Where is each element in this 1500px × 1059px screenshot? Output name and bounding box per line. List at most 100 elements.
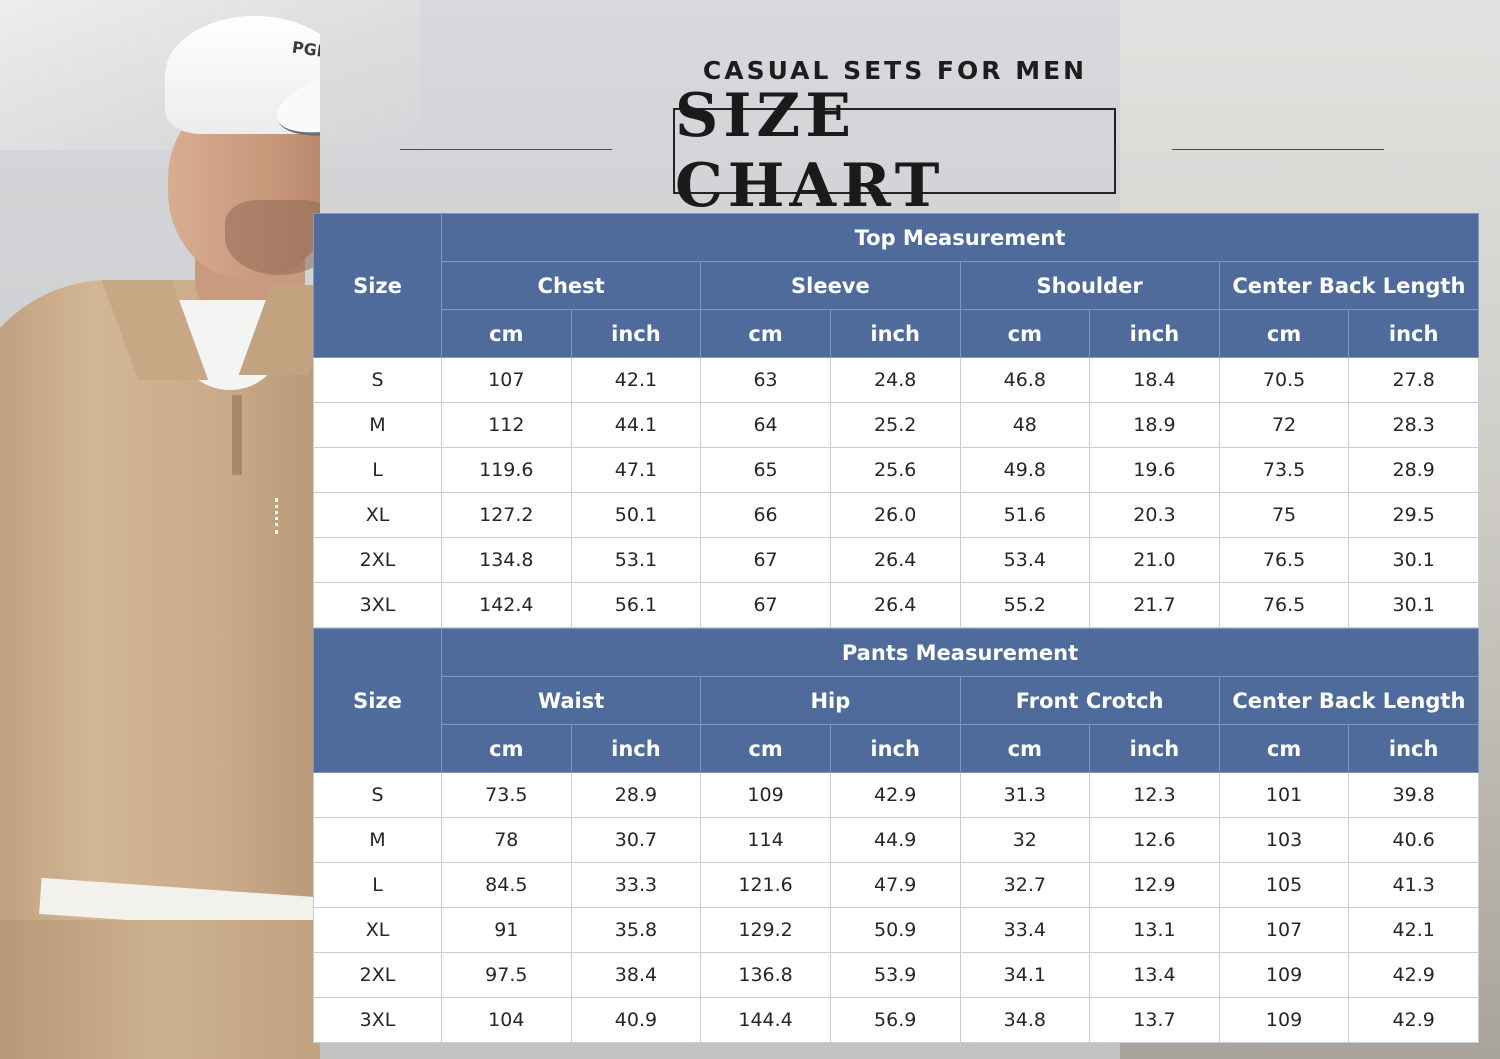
model-zipper [232, 395, 242, 475]
table-row: S 107 42.1 63 24.8 46.8 18.4 70.5 27.8 [313, 357, 1479, 403]
measurement-cell: 75 [1218, 492, 1350, 538]
group-header: Top Measurement [441, 213, 1479, 262]
model-photo: PGR [0, 0, 320, 1059]
measurement-cell: 109 [1218, 997, 1350, 1043]
measurement-cell: 73.5 [1218, 447, 1350, 493]
measurement-cell: 134.8 [441, 537, 572, 583]
measurement-cell: 30.7 [570, 817, 702, 863]
measurement-cell: 29.5 [1348, 492, 1479, 538]
measurement-cell: 28.9 [570, 772, 702, 818]
measurement-cell: 142.4 [441, 582, 572, 628]
measurement-cell: 40.6 [1348, 817, 1479, 863]
measurement-cell: 24.8 [829, 357, 961, 403]
measurement-cell: 127.2 [441, 492, 572, 538]
measurement-cell: 50.1 [570, 492, 702, 538]
measurement-cell: 30.1 [1348, 537, 1479, 583]
measurement-cell: 34.8 [959, 997, 1091, 1043]
unit-row: cm inch cm inch cm inch cm inch [314, 724, 1479, 773]
measurement-cell: 33.3 [570, 862, 702, 908]
measurement-cell: 47.9 [829, 862, 961, 908]
measurement-cell: 107 [1218, 907, 1350, 953]
table-row: XL 91 35.8 129.2 50.9 33.4 13.1 107 42.1 [313, 907, 1479, 953]
column-header: Sleeve [700, 261, 961, 310]
measurement-cell: 84.5 [441, 862, 572, 908]
unit-header: inch [570, 309, 702, 358]
measurement-cell: 21.0 [1089, 537, 1220, 583]
measurement-cell: 129.2 [700, 907, 831, 953]
measurement-cell: 65 [700, 447, 831, 493]
unit-header: cm [441, 724, 572, 773]
size-cell: 3XL [313, 582, 442, 628]
measurement-cell: 144.4 [700, 997, 831, 1043]
unit-header: inch [570, 724, 702, 773]
measurement-cell: 97.5 [441, 952, 572, 998]
measurement-cell: 55.2 [959, 582, 1091, 628]
divider-left [400, 149, 612, 150]
table-row: 3XL 142.4 56.1 67 26.4 55.2 21.7 76.5 30.1 [313, 582, 1479, 628]
measurement-cell: 41.3 [1348, 862, 1479, 908]
unit-header: inch [829, 724, 961, 773]
measurement-cell: 56.9 [829, 997, 961, 1043]
measurement-cell: 72 [1218, 402, 1350, 448]
measurement-cell: 39.8 [1348, 772, 1479, 818]
table-row: M 112 44.1 64 25.2 48 18.9 72 28.3 [313, 402, 1479, 448]
unit-header: cm [959, 724, 1091, 773]
unit-row: cm inch cm inch cm inch cm inch [314, 309, 1479, 358]
measurement-cell: 112 [441, 402, 572, 448]
table-row: 2XL 97.5 38.4 136.8 53.9 34.1 13.4 109 42.9 [313, 952, 1479, 998]
column-header: Front Crotch [959, 676, 1220, 725]
table-row: XL 127.2 50.1 66 26.0 51.6 20.3 75 29.5 [313, 492, 1479, 538]
size-cell: L [313, 862, 442, 908]
measurement-cell: 13.4 [1089, 952, 1220, 998]
column-header: Center Back Length [1218, 261, 1480, 310]
measurement-cell: 109 [1218, 952, 1350, 998]
measurement-cell: 103 [1218, 817, 1350, 863]
divider-right [1172, 149, 1384, 150]
measurement-cell: 70.5 [1218, 357, 1350, 403]
unit-header: cm [700, 724, 831, 773]
size-cell: XL [313, 907, 442, 953]
measurement-cell: 53.4 [959, 537, 1091, 583]
table-body: S 73.5 28.9 109 42.9 31.3 12.3 101 39.8 M 78 30.7 11… [313, 772, 1479, 1043]
model-beard [225, 200, 320, 275]
table-row: M 78 30.7 114 44.9 32 12.6 103 40.6 [313, 817, 1479, 863]
page-subtitle: CASUAL SETS FOR MEN [702, 56, 1088, 85]
table-body: S 107 42.1 63 24.8 46.8 18.4 70.5 27.8 M 112 44.1 64… [313, 357, 1479, 628]
measurement-cell: 28.9 [1348, 447, 1479, 493]
table-row: 3XL 104 40.9 144.4 56.9 34.8 13.7 109 42.9 [313, 997, 1479, 1043]
unit-header: inch [1089, 724, 1220, 773]
size-cell: 3XL [313, 997, 442, 1043]
measurement-cell: 42.9 [1348, 952, 1479, 998]
measurement-cell: 34.1 [959, 952, 1091, 998]
measurement-cell: 49.8 [959, 447, 1091, 493]
unit-header: cm [441, 309, 572, 358]
measurement-cell: 44.9 [829, 817, 961, 863]
measurement-cell: 53.9 [829, 952, 961, 998]
measurement-cell: 27.8 [1348, 357, 1479, 403]
measurement-cell: 42.9 [829, 772, 961, 818]
measurement-cell: 48 [959, 402, 1091, 448]
model-pants [0, 920, 320, 1059]
column-header: Center Back Length [1218, 676, 1480, 725]
measurement-cell: 26.4 [829, 582, 961, 628]
measurement-cell: 51.6 [959, 492, 1091, 538]
measurement-cell: 76.5 [1218, 582, 1350, 628]
model-sweatshirt [0, 280, 320, 940]
measurement-cell: 32.7 [959, 862, 1091, 908]
size-cell: 2XL [313, 537, 442, 583]
column-header: Shoulder [959, 261, 1220, 310]
measurement-cell: 31.3 [959, 772, 1091, 818]
measurement-cell: 121.6 [700, 862, 831, 908]
measurement-cell: 38.4 [570, 952, 702, 998]
unit-header: cm [1218, 724, 1350, 773]
measurement-cell: 63 [700, 357, 831, 403]
column-header: Waist [440, 676, 702, 725]
measurement-cell: 53.1 [570, 537, 702, 583]
measurement-cell: 101 [1218, 772, 1350, 818]
measurement-cell: 33.4 [959, 907, 1091, 953]
measurement-cell: 35.8 [570, 907, 702, 953]
measurement-cell: 26.4 [829, 537, 961, 583]
unit-header: inch [1348, 309, 1479, 358]
measurement-cell: 56.1 [570, 582, 702, 628]
column-header: Chest [440, 261, 702, 310]
